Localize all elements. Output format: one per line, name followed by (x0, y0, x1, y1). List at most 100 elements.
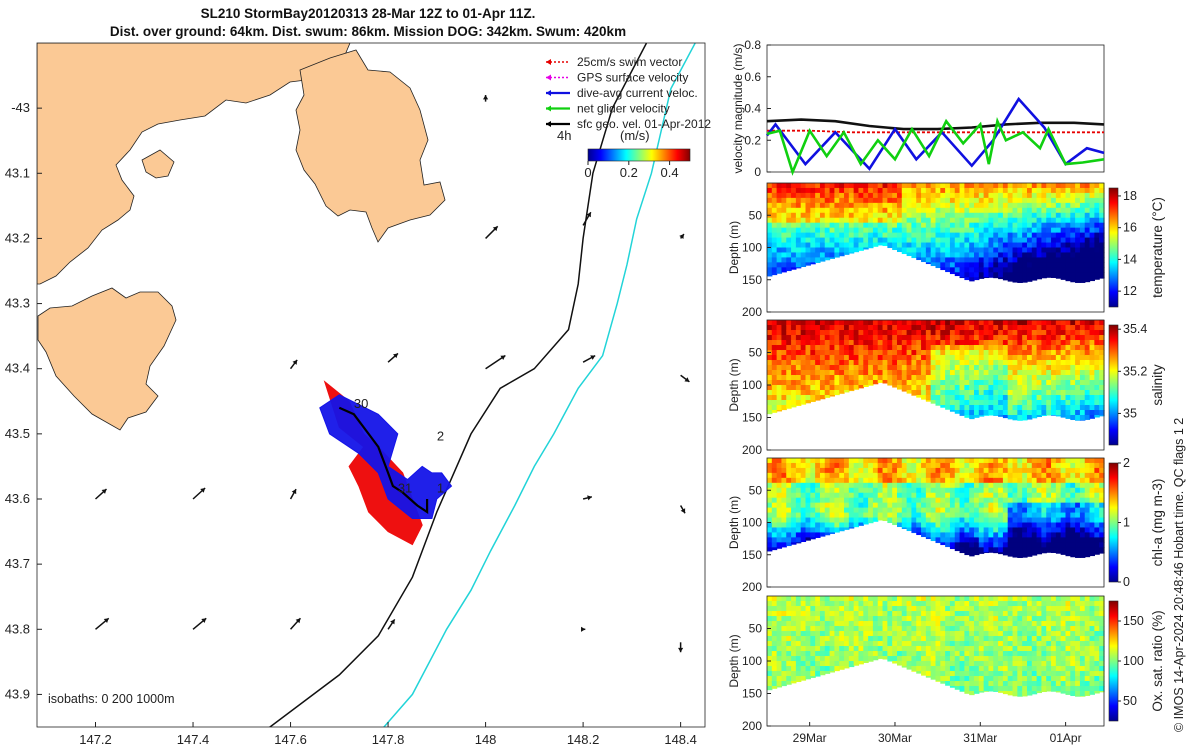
heatmap-cell (853, 247, 860, 253)
heatmap-cell (945, 320, 951, 326)
heatmap-cell (921, 467, 927, 474)
heatmap-cell (1041, 207, 1047, 214)
heatmap-cell (940, 507, 946, 514)
heatmap-cell (805, 606, 811, 612)
heatmap-cell (858, 497, 864, 504)
heatmap-cell (1099, 507, 1105, 514)
heatmap-cell (839, 462, 845, 469)
heatmap-cell (945, 207, 951, 214)
heatmap-cell (954, 656, 961, 662)
heatmap-cell (1099, 345, 1105, 351)
heatmap-cell (993, 355, 999, 361)
heatmap-cell (983, 502, 990, 509)
heatmap-cell (1089, 212, 1095, 219)
heatmap-cell (877, 616, 884, 622)
heatmap-cell (921, 395, 927, 400)
heatmap-cell (906, 477, 913, 484)
heatmap-cell (1046, 547, 1052, 553)
depth-tick-label: 200 (742, 305, 762, 319)
land-mass (141, 149, 175, 179)
heatmap-cell (776, 512, 783, 519)
heatmap-cell (954, 621, 961, 627)
heatmap-cell (800, 477, 807, 484)
heatmap-cell (834, 197, 840, 204)
heatmap-cell (916, 472, 922, 479)
heatmap-cell (791, 507, 797, 514)
heatmap-cell (1046, 237, 1052, 244)
heatmap-cell (776, 631, 783, 637)
heatmap-cell (896, 497, 903, 504)
heatmap-cell (1036, 187, 1043, 194)
heatmap-cell (800, 666, 807, 672)
heatmap-cell (1002, 606, 1009, 612)
heatmap-cell (877, 217, 884, 224)
heatmap-cell (969, 527, 975, 534)
heatmap-cell (1070, 400, 1076, 406)
heatmap-cell (786, 267, 792, 272)
heatmap-cell (954, 330, 961, 336)
heatmap-cell (767, 365, 773, 371)
heatmap-cell (1099, 492, 1105, 499)
heatmap-cell (771, 458, 778, 464)
heatmap-cell (1002, 400, 1009, 406)
heatmap-cell (969, 458, 975, 464)
heatmap-cell (1012, 661, 1018, 667)
heatmap-cell (810, 527, 816, 534)
heatmap-cell (791, 492, 797, 499)
heatmap-cell (998, 606, 1004, 612)
heatmap-cell (1031, 512, 1038, 519)
heatmap-cell (868, 242, 874, 249)
heatmap-cell (935, 380, 941, 386)
heatmap-cell (964, 277, 970, 281)
heatmap-cell (853, 202, 860, 209)
heatmap-cell (949, 547, 956, 550)
heatmap-cell (974, 472, 980, 479)
heatmap-cell (945, 350, 951, 356)
heatmap-cell (1002, 325, 1009, 331)
heatmap-cell (935, 340, 941, 346)
heatmap-cell (1012, 621, 1018, 627)
heatmap-cell (969, 611, 975, 617)
heatmap-cell (882, 192, 888, 199)
heatmap-cell (1017, 601, 1023, 607)
heatmap-cell (887, 507, 893, 514)
heatmap-cell (935, 187, 941, 194)
heatmap-cell (969, 350, 975, 356)
heatmap-cell (916, 375, 922, 381)
heatmap-cell (848, 380, 855, 386)
heatmap-cell (1084, 477, 1091, 484)
heatmap-cell (853, 212, 860, 219)
heatmap-cell (791, 661, 797, 667)
heatmap-cell (998, 547, 1004, 553)
heatmap-cell (858, 237, 864, 244)
heatmap-cell (901, 458, 908, 464)
heatmap-cell (1026, 621, 1033, 627)
heatmap-cell (1041, 415, 1047, 417)
heatmap-cell (1094, 197, 1100, 204)
heatmap-cell (1026, 237, 1033, 244)
heatmap-cell (945, 212, 951, 219)
heatmap-cell (815, 207, 821, 214)
heatmap-cell (786, 502, 792, 509)
heatmap-cell (993, 502, 999, 509)
heatmap-cell (945, 267, 951, 273)
heatmap-cell (810, 507, 816, 514)
heatmap-cell (767, 532, 773, 538)
heatmap-cell (1075, 512, 1081, 519)
heatmap-cell (1002, 681, 1009, 687)
heatmap-cell (848, 197, 855, 204)
heatmap-cell (824, 360, 831, 366)
heatmap-cell (1051, 277, 1057, 278)
heatmap-cell (863, 222, 869, 229)
heatmap-cell (1041, 197, 1047, 204)
heatmap-cell (974, 616, 980, 622)
heatmap-cell (1060, 335, 1067, 341)
heatmap-cell (1041, 537, 1047, 543)
heatmap-cell (1002, 197, 1009, 204)
heatmap-cell (974, 183, 980, 189)
heatmap-cell (1012, 360, 1018, 366)
heatmap-cell (781, 462, 787, 469)
heatmap-cell (863, 646, 869, 652)
heatmap-cell (872, 217, 879, 224)
heatmap-cell (896, 458, 903, 464)
